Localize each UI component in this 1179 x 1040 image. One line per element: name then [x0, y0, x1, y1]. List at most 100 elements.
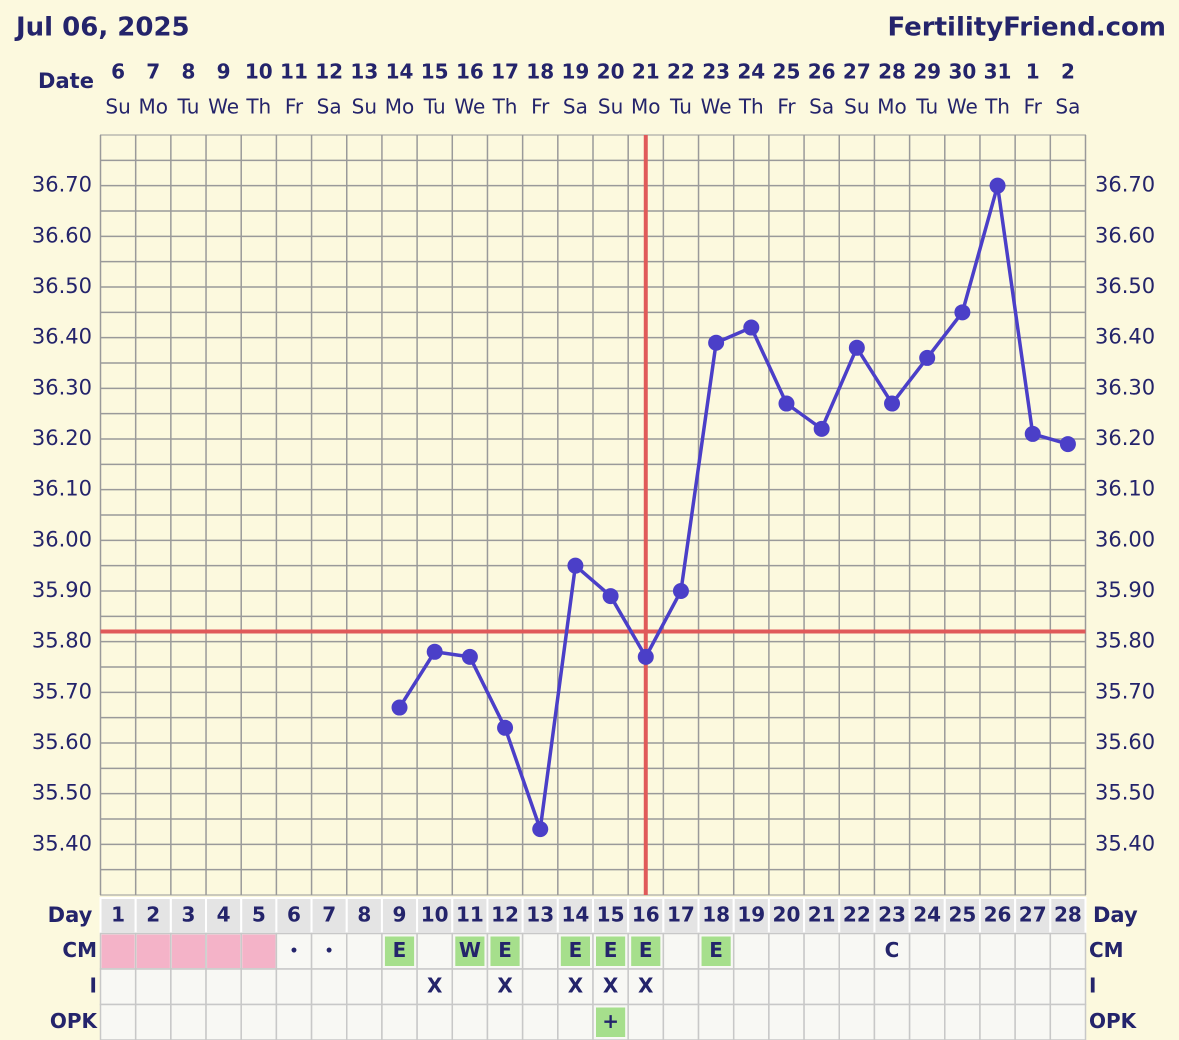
weekday-label: Mo: [877, 95, 907, 119]
x-tick-label: 10: [421, 902, 449, 926]
y2-tick-label: 35.40: [1095, 831, 1155, 855]
date-label: 19: [561, 60, 589, 84]
weekday-label: Fr: [531, 95, 550, 119]
temperature-point: [637, 648, 654, 665]
y2-tick-label: 35.50: [1095, 781, 1155, 805]
y2-tick-label: 36.60: [1095, 223, 1155, 247]
weekday-label: Sa: [809, 95, 834, 119]
y-tick-label: 36.30: [32, 375, 92, 399]
temperature-point: [778, 395, 795, 412]
date-label: 16: [456, 60, 484, 84]
weekday-label: Su: [598, 95, 623, 119]
x-tick-label: 16: [632, 902, 660, 926]
row-cell: [1049, 932, 1087, 970]
row-value: E: [639, 938, 653, 962]
date-label: 25: [773, 60, 801, 84]
row-cell: [732, 932, 770, 970]
temperature-point: [567, 557, 584, 574]
row-cell: [662, 1003, 700, 1040]
weekday-label: Fr: [285, 95, 304, 119]
y-tick-label: 35.80: [32, 629, 92, 653]
row-label: I: [1089, 973, 1096, 997]
temperature-point: [602, 588, 619, 605]
y2-tick-label: 35.60: [1095, 730, 1155, 754]
y-tick-label: 36.60: [32, 223, 92, 247]
weekday-label: Tu: [177, 95, 200, 119]
date-label: 21: [632, 60, 660, 84]
x-tick-label: 4: [217, 902, 231, 926]
x-tick-label: 26: [984, 902, 1012, 926]
date-label: 6: [111, 60, 125, 84]
period-cell: [171, 934, 206, 968]
date-label: 24: [737, 60, 765, 84]
x-tick-label: 22: [843, 902, 871, 926]
date-label: 15: [421, 60, 449, 84]
highlight-cell: [701, 936, 731, 966]
row-cell: [803, 968, 840, 1006]
date-label: 7: [146, 60, 160, 84]
row-label: I: [90, 973, 97, 997]
temperature-point: [1059, 436, 1076, 453]
row-cell: [170, 1003, 207, 1040]
date-label: 30: [948, 60, 976, 84]
y2-tick-label: 35.80: [1095, 629, 1155, 653]
row-cell: [768, 968, 805, 1006]
row-cell: [557, 968, 594, 1006]
temperature-point: [743, 319, 760, 336]
weekday-label: Mo: [631, 95, 661, 119]
row-label: OPK: [50, 1009, 99, 1033]
row-cell: [732, 1003, 770, 1040]
x-tick-label: 2: [146, 902, 160, 926]
weekday-label: Th: [245, 95, 271, 119]
row-cell: [908, 1003, 946, 1040]
row-cell: [451, 968, 489, 1006]
temperature-point: [497, 719, 514, 736]
date-label: 20: [597, 60, 625, 84]
date-label: Date: [38, 69, 94, 93]
row-cell: [275, 968, 313, 1006]
row-cell: [803, 1003, 840, 1040]
weekday-label: Th: [984, 95, 1010, 119]
highlight-cell: [560, 936, 590, 966]
row-cell: [944, 968, 981, 1006]
row-cell: [346, 968, 383, 1006]
row-value: C: [885, 938, 900, 962]
highlight-cell: [455, 936, 485, 966]
highlight-cell: [596, 936, 626, 966]
x-tick-label: 28: [1054, 902, 1082, 926]
period-cell: [136, 934, 170, 968]
date-label: 31: [984, 60, 1012, 84]
date-label: 17: [491, 60, 519, 84]
row-cell: [662, 932, 700, 970]
temperature-point: [848, 339, 865, 356]
row-value: E: [569, 938, 583, 962]
date-label: 14: [386, 60, 414, 84]
x-tick-label: 15: [597, 902, 625, 926]
row-cell: [346, 932, 383, 970]
weekday-label: Sa: [317, 95, 342, 119]
weekday-label: Fr: [777, 95, 796, 119]
period-cell: [207, 934, 241, 968]
y-tick-label: 35.70: [32, 679, 92, 703]
x-tick-label: 1: [111, 902, 125, 926]
weekday-label: Fr: [1024, 95, 1043, 119]
date-label: 2: [1061, 60, 1075, 84]
row-cell: [873, 1003, 911, 1040]
highlight-cell: [490, 936, 520, 966]
row-cell: [944, 932, 981, 970]
weekday-label: Sa: [563, 95, 588, 119]
row-cell: [486, 1003, 524, 1040]
row-label: CM: [1089, 938, 1124, 962]
y2-tick-label: 36.30: [1095, 375, 1155, 399]
y2-tick-label: 35.70: [1095, 679, 1155, 703]
weekday-label: Mo: [139, 95, 169, 119]
date-label: 28: [878, 60, 906, 84]
y-tick-label: 36.10: [32, 477, 92, 501]
x-tick-label: 14: [561, 902, 589, 926]
row-value: E: [604, 938, 618, 962]
row-cell: [134, 968, 172, 1006]
row-cell: [99, 968, 137, 1006]
day-row-label: Day: [1093, 903, 1138, 927]
date-label: 18: [526, 60, 554, 84]
weekday-label: We: [208, 95, 239, 119]
